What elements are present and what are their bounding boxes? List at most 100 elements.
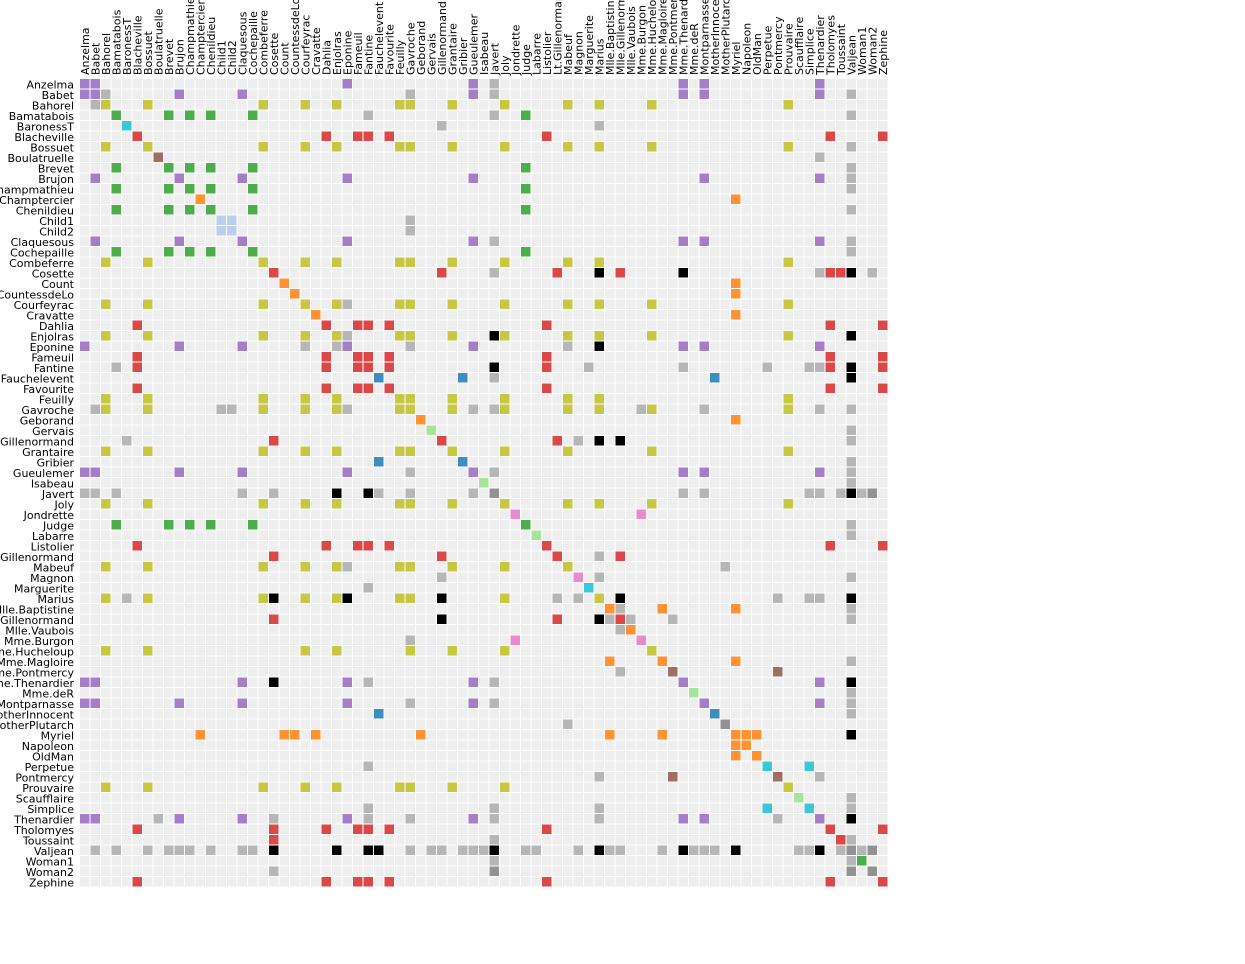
matrix-cell-26-46 xyxy=(563,352,573,362)
matrix-cell-40-1 xyxy=(90,499,100,509)
matrix-cell-53-62 xyxy=(731,635,741,645)
matrix-cell-8-66 xyxy=(773,163,783,173)
matrix-cell-61-39 xyxy=(489,719,499,729)
matrix-cell-4-13 xyxy=(216,121,226,131)
matrix-cell-link-7-70 xyxy=(815,152,825,162)
matrix-cell-61-44 xyxy=(542,719,552,729)
matrix-cell-14-6 xyxy=(143,226,153,236)
matrix-cell-link-11-11 xyxy=(195,194,205,204)
matrix-cell-23-67 xyxy=(783,320,793,330)
matrix-cell-53-55 xyxy=(657,635,667,645)
matrix-cell-43-16 xyxy=(248,530,258,540)
matrix-cell-33-12 xyxy=(206,425,216,435)
matrix-cell-26-62 xyxy=(731,352,741,362)
matrix-cell-17-56 xyxy=(668,257,678,267)
matrix-cell-38-18 xyxy=(269,478,279,488)
matrix-cell-16-19 xyxy=(279,247,289,257)
matrix-cell-61-49 xyxy=(594,719,604,729)
matrix-cell-28-43 xyxy=(531,373,541,383)
matrix-cell-48-44 xyxy=(542,583,552,593)
matrix-cell-52-25 xyxy=(342,625,352,635)
matrix-cell-10-60 xyxy=(710,184,720,194)
matrix-cell-32-33 xyxy=(426,415,436,425)
matrix-cell-61-75 xyxy=(867,719,877,729)
matrix-cell-link-17-40 xyxy=(500,257,510,267)
matrix-cell-45-57 xyxy=(678,551,688,561)
matrix-cell-8-44 xyxy=(542,163,552,173)
matrix-cell-32-6 xyxy=(143,415,153,425)
matrix-cell-14-1 xyxy=(90,226,100,236)
matrix-cell-43-26 xyxy=(353,530,363,540)
matrix-cell-59-41 xyxy=(510,698,520,708)
matrix-cell-36-30 xyxy=(395,457,405,467)
matrix-cell-link-10-42 xyxy=(521,184,531,194)
matrix-cell-link-24-30 xyxy=(395,331,405,341)
matrix-cell-42-18 xyxy=(269,520,279,530)
matrix-cell-19-37 xyxy=(468,278,478,288)
matrix-cell-29-32 xyxy=(416,383,426,393)
matrix-cell-38-48 xyxy=(584,478,594,488)
matrix-cell-40-76 xyxy=(878,499,888,509)
col-label-6: Bossuet xyxy=(142,31,155,75)
matrix-cell-18-5 xyxy=(132,268,142,278)
matrix-cell-link-30-40 xyxy=(500,394,510,404)
matrix-cell-61-42 xyxy=(521,719,531,729)
matrix-cell-35-45 xyxy=(552,446,562,456)
matrix-cell-27-31 xyxy=(405,362,415,372)
matrix-cell-56-10 xyxy=(185,667,195,677)
matrix-cell-17-66 xyxy=(773,257,783,267)
matrix-cell-1-35 xyxy=(447,89,457,99)
matrix-cell-34-28 xyxy=(374,436,384,446)
matrix-cell-28-72 xyxy=(836,373,846,383)
matrix-cell-42-58 xyxy=(689,520,699,530)
matrix-cell-20-24 xyxy=(332,289,342,299)
matrix-cell-14-43 xyxy=(531,226,541,236)
matrix-cell-3-0 xyxy=(80,110,90,120)
matrix-cell-32-42 xyxy=(521,415,531,425)
matrix-cell-19-76 xyxy=(878,278,888,288)
matrix-cell-7-0 xyxy=(80,152,90,162)
matrix-cell-27-45 xyxy=(552,362,562,372)
matrix-cell-39-22 xyxy=(311,488,321,498)
matrix-cell-44-48 xyxy=(584,541,594,551)
matrix-cell-33-51 xyxy=(615,425,625,435)
matrix-cell-20-23 xyxy=(321,289,331,299)
matrix-cell-8-76 xyxy=(878,163,888,173)
matrix-cell-42-21 xyxy=(300,520,310,530)
matrix-cell-25-43 xyxy=(531,341,541,351)
matrix-cell-23-69 xyxy=(804,320,814,330)
matrix-cell-22-7 xyxy=(153,310,163,320)
matrix-cell-7-10 xyxy=(185,152,195,162)
matrix-cell-43-22 xyxy=(311,530,321,540)
matrix-cell-link-18-70 xyxy=(815,268,825,278)
matrix-cell-8-21 xyxy=(300,163,310,173)
matrix-cell-56-50 xyxy=(605,667,615,677)
matrix-cell-34-50 xyxy=(605,436,615,446)
matrix-cell-2-27 xyxy=(363,100,373,110)
matrix-cell-20-18 xyxy=(269,289,279,299)
matrix-cell-4-65 xyxy=(762,121,772,131)
matrix-cell-52-16 xyxy=(248,625,258,635)
matrix-cell-30-75 xyxy=(867,394,877,404)
matrix-cell-17-29 xyxy=(384,257,394,267)
matrix-cell-22-54 xyxy=(647,310,657,320)
matrix-cell-43-23 xyxy=(321,530,331,540)
matrix-cell-23-61 xyxy=(720,320,730,330)
matrix-cell-18-44 xyxy=(542,268,552,278)
matrix-cell-link-31-54 xyxy=(647,404,657,414)
matrix-cell-9-50 xyxy=(605,173,615,183)
matrix-cell-0-63 xyxy=(741,79,751,89)
matrix-cell-32-41 xyxy=(510,415,520,425)
matrix-cell-5-72 xyxy=(836,131,846,141)
matrix-cell-44-60 xyxy=(710,541,720,551)
matrix-cell-link-2-1 xyxy=(90,100,100,110)
matrix-cell-20-57 xyxy=(678,289,688,299)
matrix-cell-12-9 xyxy=(174,205,184,215)
matrix-cell-11-20 xyxy=(290,194,300,204)
matrix-cell-0-3 xyxy=(111,79,121,89)
row-label-34: Gillenormand xyxy=(0,435,74,448)
matrix-cell-50-49 xyxy=(594,604,604,614)
matrix-cell-link-39-24 xyxy=(332,488,342,498)
matrix-cell-27-35 xyxy=(447,362,457,372)
matrix-cell-50-10 xyxy=(185,604,195,614)
